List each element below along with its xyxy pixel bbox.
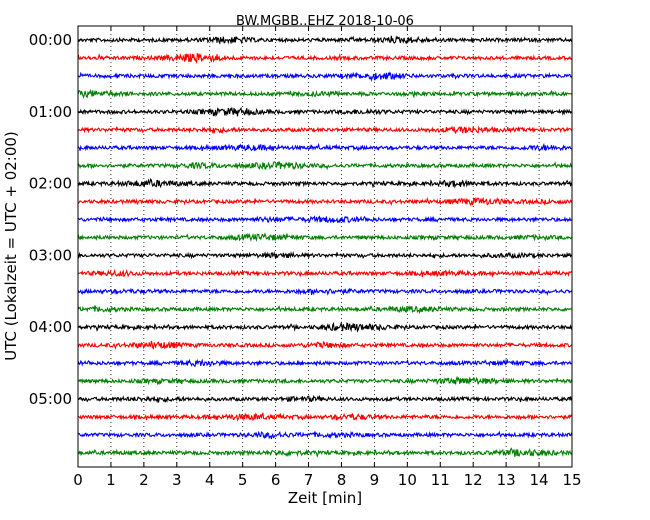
y-tick-label: 03:00 [29, 246, 72, 264]
y-axis-ticks: 00:00 01:00 02:00 03:00 04:00 05:00 [29, 31, 572, 408]
trace-0300 [77, 250, 573, 260]
plot-frame [77, 25, 573, 468]
y-tick-label: 05:00 [29, 390, 72, 408]
trace-0315 [77, 268, 573, 278]
x-tick-label: 10 [398, 471, 417, 489]
x-tick-label: 15 [562, 471, 581, 489]
trace-0430 [77, 358, 573, 367]
x-tick-label: 4 [205, 471, 215, 489]
trace-0215 [77, 196, 573, 207]
x-tick-label: 12 [464, 471, 483, 489]
y-tick-label: 04:00 [29, 318, 72, 336]
trace-0345 [77, 304, 573, 315]
trace-0145 [77, 160, 573, 171]
x-tick-label: 1 [106, 471, 116, 489]
x-tick-label: 2 [139, 471, 149, 489]
x-tick-label: 6 [271, 471, 281, 489]
trace-0415 [77, 340, 573, 350]
y-tick-label: 01:00 [29, 103, 72, 121]
trace-0245 [77, 232, 573, 242]
y-tick-label: 02:00 [29, 175, 72, 193]
trace-0115 [77, 125, 573, 135]
trace-0130 [77, 142, 573, 152]
x-tick-label: 14 [530, 471, 549, 489]
trace-0230 [77, 215, 573, 224]
x-tick-label: 3 [172, 471, 182, 489]
trace-0445 [77, 375, 572, 386]
y-axis-label: UTC (Lokalzeit = UTC + 02:00) [2, 131, 20, 361]
x-axis-ticks: 0 1 2 3 4 5 6 7 8 9 10 11 12 13 14 15 [73, 26, 582, 489]
trace-0015 [77, 52, 573, 64]
x-tick-label: 8 [337, 471, 347, 489]
y-tick-label: 00:00 [29, 31, 72, 49]
trace-0030 [77, 71, 573, 82]
x-tick-label: 7 [304, 471, 314, 489]
x-tick-label: 5 [238, 471, 248, 489]
trace-0100 [77, 106, 573, 118]
chart-title: BW.MGBB..EHZ 2018-10-06 [236, 14, 414, 29]
trace-0200 [77, 177, 573, 189]
trace-0515 [77, 412, 573, 422]
x-tick-label: 0 [73, 471, 83, 489]
x-tick-label: 9 [370, 471, 380, 489]
x-tick-label: 13 [497, 471, 516, 489]
x-axis-label: Zeit [min] [288, 489, 362, 507]
trace-0500 [77, 394, 573, 404]
grid-lines [110, 26, 540, 467]
trace-0045 [77, 88, 573, 99]
trace-0000 [77, 35, 573, 45]
trace-0545 [77, 447, 573, 458]
seismogram-traces [77, 35, 573, 458]
trace-0330 [77, 287, 573, 296]
trace-0530 [77, 430, 573, 440]
trace-0400 [77, 321, 573, 333]
x-tick-label: 11 [431, 471, 450, 489]
